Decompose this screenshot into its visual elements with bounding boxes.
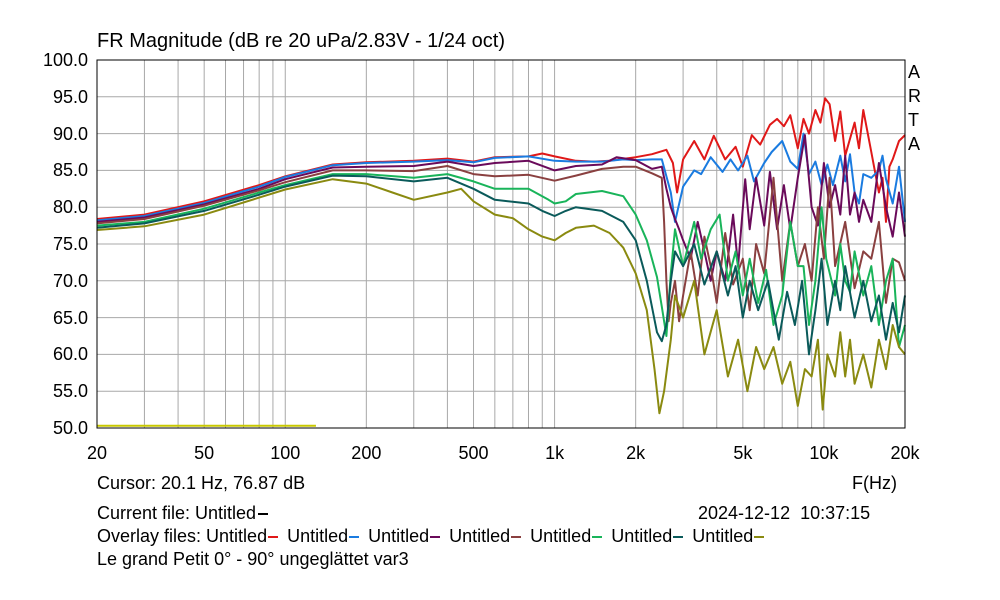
arta-letter: R — [908, 86, 921, 106]
x-tick-label: 1k — [545, 443, 565, 463]
plot-area-frame — [96, 59, 906, 429]
overlay-file-name: Untitled — [287, 526, 349, 546]
y-tick-label: 100.0 — [42, 50, 88, 70]
overlay-color-swatch — [430, 536, 441, 539]
x-tick-label: 20 — [86, 443, 108, 463]
overlay-file-name: Untitled — [692, 526, 754, 546]
file-description: Le grand Petit 0° - 90° ungeglättet var3 — [97, 549, 409, 569]
y-tick-label: 65.0 — [52, 307, 88, 328]
series-line-5 — [96, 173, 906, 348]
overlay-label: Overlay files: — [97, 526, 202, 546]
arta-letter: A — [908, 134, 921, 154]
current-file-swatch — [258, 513, 269, 516]
x-axis-unit: F(Hz) — [852, 473, 897, 493]
x-tick-label: 5k — [733, 443, 753, 463]
overlay-color-swatch — [592, 536, 603, 539]
series-line-4 — [96, 165, 906, 323]
arta-letter: A — [908, 62, 921, 82]
y-tick-label: 75.0 — [52, 234, 88, 254]
series-line-3 — [96, 134, 906, 282]
series-line-7 — [96, 178, 906, 415]
y-tick-label: 85.0 — [52, 160, 88, 181]
y-tick-label: 80.0 — [52, 197, 88, 218]
y-tick-label: 50.0 — [52, 418, 88, 438]
overlay-color-swatch — [754, 536, 765, 539]
cursor-readout: Cursor: 20.1 Hz, 76.87 dB — [97, 473, 306, 493]
y-tick-label: 55.0 — [52, 381, 88, 402]
overlay-file-name: Untitled — [530, 526, 592, 546]
y-tick-label: 70.0 — [52, 270, 88, 291]
x-tick-label: 2k — [626, 443, 646, 463]
x-tick-label: 500 — [458, 443, 489, 463]
overlay-file-name: Untitled — [449, 526, 511, 546]
x-tick-label: 50 — [194, 443, 215, 463]
y-tick-label: 60.0 — [52, 344, 88, 365]
overlay-color-swatch — [349, 536, 360, 539]
grid-lines — [97, 60, 905, 428]
x-tick-label: 20k — [890, 443, 920, 463]
overlay-file-name: Untitled — [206, 526, 268, 546]
overlay-color-swatch — [268, 536, 279, 539]
series-group — [96, 97, 906, 427]
y-tick-label: 90.0 — [52, 123, 88, 144]
chart-title: FR Magnitude (dB re 20 uPa/2.83V - 1/24 … — [97, 30, 505, 52]
overlay-color-swatch — [673, 536, 684, 539]
x-tick-label: 100 — [270, 443, 301, 463]
series-line-6 — [96, 174, 906, 356]
current-file-label: Current file: Untitled — [97, 503, 277, 523]
overlay-files-list: Overlay files: Untitled Untitled Untitled U… — [97, 526, 773, 546]
arta-letter: T — [908, 110, 919, 130]
y-tick-label: 95.0 — [52, 86, 88, 107]
timestamp: 2024-12-12 10:37:15 — [698, 503, 871, 523]
overlay-color-swatch — [511, 536, 522, 539]
x-tick-label: 200 — [351, 443, 382, 463]
overlay-file-name: Untitled — [611, 526, 673, 546]
x-tick-label: 10k — [809, 443, 839, 463]
overlay-file-name: Untitled — [368, 526, 430, 546]
